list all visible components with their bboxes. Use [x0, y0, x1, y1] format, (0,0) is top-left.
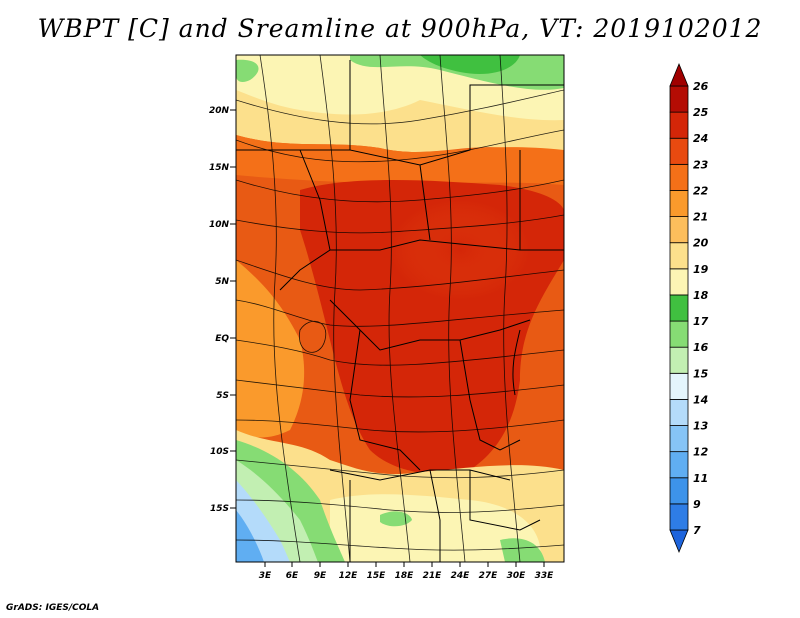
lon-label-21e: 21E: [423, 571, 443, 581]
colorbar-label: 24: [693, 132, 708, 145]
lat-label-10n: 10N: [209, 220, 230, 230]
colorbar-segment: [669, 242, 689, 270]
colorbar-label: 22: [693, 184, 709, 197]
map-frame: [235, 54, 565, 563]
colorbar-label: 7: [693, 524, 701, 537]
lat-labels: 20N 15N 10N 5N EQ 5S 10S 15S: [209, 106, 230, 514]
lon-label-3e: 3E: [259, 571, 272, 581]
colorbar-segment: [669, 477, 689, 505]
lon-label-9e: 9E: [314, 571, 327, 581]
lat-label-20n: 20N: [209, 106, 230, 116]
west-coast-orange: [236, 260, 305, 438]
colorbar-label: 16: [693, 341, 709, 354]
colorbar-segment: [669, 216, 689, 244]
colorbar-label: 20: [693, 237, 709, 250]
lat-label-15n: 15N: [209, 163, 230, 173]
colorbar-label: 12: [693, 446, 709, 459]
colorbar-segment: [669, 268, 689, 296]
colorbar-arrow-low: [669, 529, 689, 554]
lat-label-10s: 10S: [210, 447, 229, 457]
colorbar-segment: [669, 85, 689, 113]
colorbar-segment: [669, 163, 689, 191]
lon-label-6e: 6E: [286, 571, 299, 581]
colorbar-segment: [669, 111, 689, 139]
colorbar-segment: [669, 399, 689, 426]
colorbar: 7 9 11 12 13 14 15 16 17 18 19 20 21 22 23 24 25 26: [669, 62, 709, 554]
map-title: WBPT [C] and Sreamline at 900hPa, VT: 20…: [37, 14, 763, 43]
colorbar-label: 9: [693, 498, 701, 511]
credit-label: GrADS: IGES/COLA: [6, 603, 100, 613]
sw-blue: [236, 510, 264, 562]
lon-labels: 3E 6E 9E 12E 15E 18E 21E 24E 27E 30E 33E: [259, 571, 554, 581]
lon-label-30e: 30E: [507, 571, 527, 581]
lon-tick-marks: [264, 562, 545, 567]
colorbar-arrow-high: [669, 62, 689, 87]
lat-label-5s: 5S: [216, 391, 229, 401]
lon-label-18e: 18E: [395, 571, 415, 581]
country-borders: [236, 60, 564, 562]
colorbar-segment: [669, 425, 689, 453]
lon-label-15e: 15E: [367, 571, 387, 581]
se-green-patch: [500, 538, 545, 562]
map-area: [236, 55, 564, 562]
colorbar-label: 26: [693, 80, 709, 93]
colorbar-segment: [669, 320, 689, 348]
colorbar-label: 13: [693, 420, 709, 433]
colorbar-label: 11: [693, 472, 708, 485]
colorbar-label: 25: [693, 106, 709, 119]
colorbar-label: 19: [693, 263, 709, 276]
colorbar-segment: [669, 503, 689, 531]
lon-label-27e: 27E: [479, 571, 499, 581]
colorbar-label: 14: [693, 393, 708, 406]
lat-label-eq: EQ: [215, 334, 229, 344]
colorbar-segment: [669, 451, 689, 479]
colorbar-segment: [669, 372, 689, 400]
north-green-dark: [420, 55, 520, 75]
lon-label-33e: 33E: [535, 571, 555, 581]
lon-label-12e: 12E: [339, 571, 359, 581]
colorbar-label: 23: [693, 158, 709, 171]
streamlines: [236, 55, 564, 562]
colorbar-segment: [669, 137, 689, 165]
lat-tick-marks: [230, 109, 236, 509]
colorbar-label: 18: [693, 289, 709, 302]
colorbar-label: 17: [693, 315, 709, 328]
hot-core-glow: [390, 200, 530, 300]
colorbar-segment: [669, 294, 689, 322]
colorbar-segment: [669, 346, 689, 374]
lon-label-24e: 24E: [451, 571, 471, 581]
lat-label-15s: 15S: [210, 504, 229, 514]
colorbar-label: 15: [693, 367, 709, 380]
south-green-patch: [380, 511, 412, 527]
colorbar-segment: [669, 190, 689, 217]
colorbar-label: 21: [693, 211, 708, 224]
lat-label-5n: 5N: [215, 277, 229, 287]
nw-green-patch: [236, 59, 259, 83]
